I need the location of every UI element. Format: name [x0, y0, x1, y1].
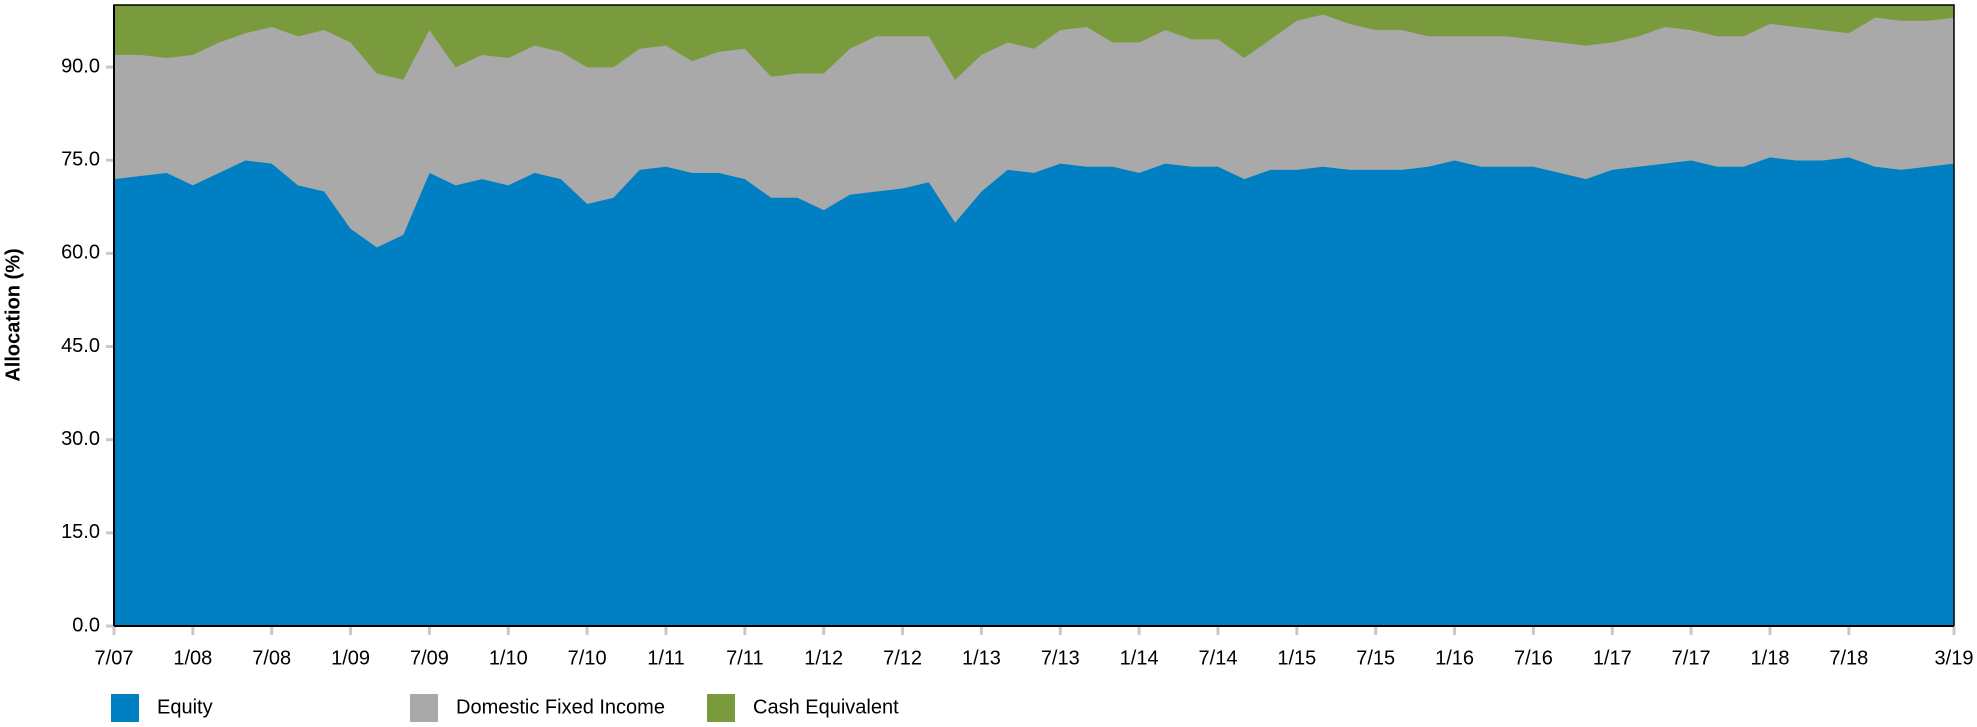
x-tick-label: 1/18	[1751, 647, 1790, 669]
x-tick-label: 1/13	[962, 647, 1001, 669]
x-tick-label: 7/10	[568, 647, 607, 669]
x-tick-label: 1/10	[489, 647, 528, 669]
x-tick-label: 1/15	[1277, 647, 1316, 669]
x-tick-label: 1/09	[331, 647, 370, 669]
legend-swatch	[707, 694, 735, 722]
y-tick-label: 45.0	[61, 335, 100, 357]
x-tick-label: 7/18	[1829, 647, 1868, 669]
x-tick-label: 7/13	[1041, 647, 1080, 669]
x-tick-label: 1/12	[804, 647, 843, 669]
y-tick-label: 60.0	[61, 242, 100, 264]
y-axis-label: Allocation (%)	[2, 248, 24, 381]
x-tick-label: 7/16	[1514, 647, 1553, 669]
x-tick-label: 7/11	[726, 647, 763, 669]
x-tick-label: 3/19	[1935, 647, 1974, 669]
x-tick-label: 1/08	[173, 647, 212, 669]
x-tick-label: 7/09	[410, 647, 449, 669]
x-tick-label: 7/08	[252, 647, 291, 669]
legend-swatch	[410, 694, 438, 722]
y-tick-label: 15.0	[61, 521, 100, 543]
x-tick-label: 7/12	[883, 647, 922, 669]
legend-label: Cash Equivalent	[753, 696, 899, 718]
x-tick-label: 7/15	[1356, 647, 1395, 669]
legend-swatch	[111, 694, 139, 722]
y-tick-label: 0.0	[72, 614, 100, 636]
y-tick-label: 90.0	[61, 55, 100, 77]
y-tick-label: 30.0	[61, 428, 100, 450]
legend-label: Domestic Fixed Income	[456, 696, 665, 718]
x-tick-label: 7/14	[1199, 647, 1238, 669]
y-tick-label: 75.0	[61, 149, 100, 171]
x-tick-label: 1/14	[1120, 647, 1159, 669]
x-tick-label: 1/16	[1435, 647, 1474, 669]
legend-label: Equity	[157, 696, 213, 718]
x-tick-label: 1/11	[647, 647, 684, 669]
x-tick-label: 7/17	[1672, 647, 1711, 669]
x-tick-label: 1/17	[1593, 647, 1632, 669]
x-tick-label: 7/07	[95, 647, 134, 669]
